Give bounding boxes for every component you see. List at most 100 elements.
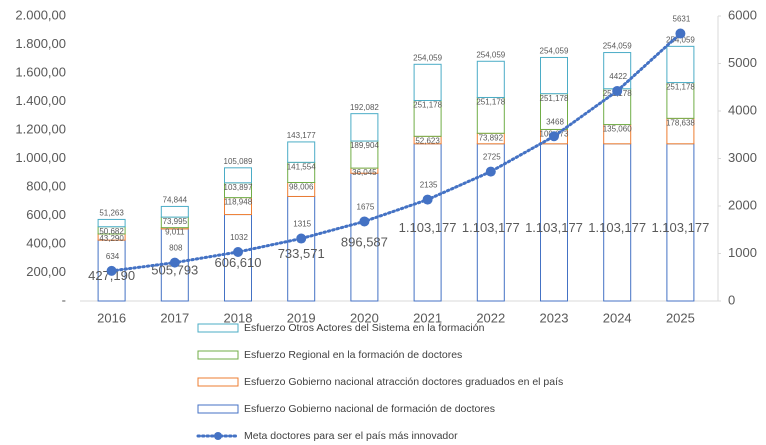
value-label: 192,082 [350,103,379,112]
y2-tick-label: 0 [728,292,735,307]
x-tick-label: 2018 [224,310,253,325]
value-label: 135,060 [603,125,632,134]
value-label: 1.103,177 [462,220,520,235]
value-label: 73,892 [479,133,504,142]
bar-segment [224,167,252,184]
bar-segment [160,205,189,218]
value-label: 52,623 [415,136,440,145]
y-tick-label: 600,00 [26,207,66,222]
point-label: 1675 [357,203,375,212]
value-label: 178,638 [666,118,695,127]
x-tick-label: 2025 [666,310,695,325]
x-tick-label: 2021 [413,310,442,325]
bar-segment [97,218,126,228]
bar-segment [413,63,442,102]
line-point [169,257,180,268]
value-label: 1.103,177 [651,220,709,235]
line-point [359,216,370,227]
line-point [612,85,623,96]
x-tick-label: 2019 [287,310,316,325]
bar-segment [224,214,252,302]
y-tick-label: 2.000,00 [15,7,66,22]
line-point [106,265,117,276]
value-label: 733,571 [278,246,325,261]
line-point [675,28,686,39]
legend-label: Esfuerzo Gobierno nacional de formación … [244,403,495,415]
bar-segment [413,143,442,302]
line-point [233,246,243,257]
value-label: 105,089 [224,157,253,166]
value-label: 251,178 [540,94,569,103]
point-label: 2135 [420,181,438,190]
value-label: 141,554 [287,162,316,171]
y-tick-label: 1.000,00 [15,150,66,165]
bar-segment [540,93,568,130]
legend-label: Esfuerzo Regional en la formación de doc… [244,349,462,361]
x-tick-label: 2020 [350,310,379,325]
x-tick-label: 2017 [160,310,189,325]
y2-tick-label: 1000 [728,245,757,260]
value-label: 50,682 [99,227,124,236]
y-tick-label: 400,00 [26,235,66,250]
legend-swatch [197,323,239,333]
legend-swatch [197,404,239,414]
value-label: 254,059 [413,53,442,62]
y2-tick-label: 3000 [728,150,757,165]
value-label: 251,178 [666,83,695,92]
line-point [296,233,307,244]
point-label: 4422 [609,72,627,81]
y2-tick-label: 4000 [728,102,757,117]
y-tick-label: 200,00 [26,264,66,279]
bar-segment [287,195,316,302]
bar-segment [540,56,568,95]
value-label: 74,844 [163,196,188,205]
x-tick-label: 2024 [603,310,632,325]
value-label: 1.103,177 [525,220,583,235]
value-label: 1.103,177 [588,220,646,235]
line-point [485,166,496,177]
legend-swatch [197,350,239,360]
legend-label: Esfuerzo Otros Actores del Sistema en la… [244,322,485,334]
value-label: 251,178 [413,101,442,110]
value-label: 103,897 [224,183,253,192]
bar-segment [350,172,379,302]
bar-segment [350,113,379,142]
value-label: 254,059 [603,42,632,51]
y2-tick-label: 6000 [728,7,757,22]
value-label: 606,610 [215,255,262,270]
bar-segment [603,143,632,302]
point-label: 1032 [230,233,248,242]
x-tick-label: 2023 [540,310,569,325]
bar-segment [287,141,316,163]
value-label: 254,059 [666,35,695,44]
bar-segment [476,60,505,98]
point-label: 2725 [483,153,501,162]
legend-label: Esfuerzo Gobierno nacional atracción doc… [244,376,563,388]
y-tick-label: - [62,292,66,307]
value-label: 896,587 [341,235,388,250]
y-tick-label: 1.600,00 [15,64,66,79]
bar-segment [666,117,695,145]
y2-tick-label: 2000 [728,197,757,212]
y-tick-label: 800,00 [26,178,66,193]
y-tick-label: 1.400,00 [15,93,66,108]
point-label: 634 [106,252,120,261]
line-series [110,32,682,273]
point-label: 3468 [546,117,564,126]
point-label: 5631 [673,15,691,24]
value-label: 73,995 [163,217,188,226]
value-label: 36,045 [352,168,377,177]
y-tick-label: 1.800,00 [15,36,66,51]
point-label: 1315 [293,220,311,229]
legend-label: Meta doctores para ser el país más innov… [244,430,458,442]
value-label: 43,290 [99,234,124,243]
value-label: 1.103,177 [399,220,457,235]
value-label: 505,793 [151,262,198,277]
value-label: 143,177 [287,131,316,140]
x-tick-label: 2022 [476,310,505,325]
x-tick-label: 2016 [97,310,126,325]
bar-segment [413,100,442,137]
bar-segment [666,82,695,119]
y2-tick-label: 5000 [728,55,757,70]
